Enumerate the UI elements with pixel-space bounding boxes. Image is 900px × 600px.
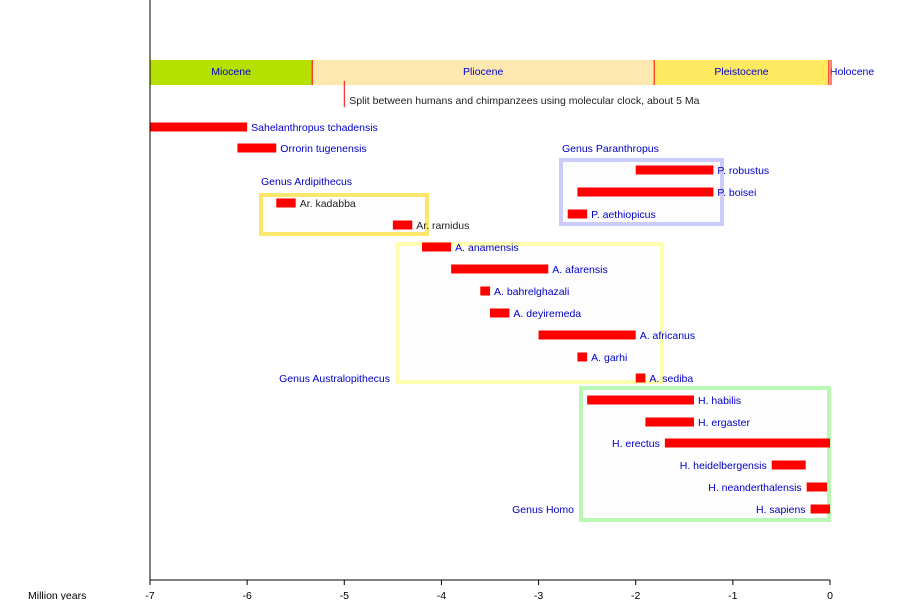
x-axis-title: Million years (28, 590, 86, 600)
species-label: Ar. kadabba (300, 198, 356, 210)
range-bar (645, 417, 694, 427)
species-label: A. anamensis (455, 242, 519, 254)
species-label: Sahelanthropus tchadensis (251, 122, 378, 134)
range-bar (567, 209, 588, 219)
x-tick-label: 0 (827, 590, 833, 600)
group-label: Genus Ardipithecus (261, 176, 352, 188)
range-bar (810, 504, 830, 514)
range-bar (480, 286, 490, 296)
x-tick-label: -1 (728, 590, 737, 600)
epoch-label: Pleistocene (714, 66, 768, 78)
range-bar (422, 242, 452, 252)
range-bar (577, 352, 588, 362)
species-label: H. sapiens (756, 504, 806, 516)
species-label: H. erectus (612, 438, 660, 450)
range-bar (276, 198, 296, 208)
x-tick-label: -2 (631, 590, 640, 600)
epoch-band (828, 60, 830, 85)
range-bar (577, 187, 714, 197)
epoch-label: Pliocene (463, 66, 503, 78)
species-label: A. deyiremeda (513, 308, 581, 320)
species-label: Orrorin tugenensis (280, 143, 366, 155)
range-bar (635, 165, 714, 175)
group-label: Genus Paranthropus (562, 143, 659, 155)
range-bar (490, 308, 510, 318)
species-label: P. aethiopicus (591, 209, 656, 221)
epoch-label: Miocene (211, 66, 251, 78)
species-label: H. ergaster (698, 417, 750, 429)
range-bar (150, 122, 248, 132)
species-label: A. afarensis (552, 264, 607, 276)
range-bar (538, 330, 636, 340)
species-label: A. sediba (649, 373, 693, 385)
species-label: A. bahrelghazali (494, 286, 569, 298)
species-label: H. habilis (698, 395, 741, 407)
species-label: H. heidelbergensis (680, 460, 767, 472)
range-bar (771, 460, 806, 470)
range-bar (806, 482, 828, 492)
species-label: A. garhi (591, 352, 627, 364)
x-tick-label: -5 (340, 590, 349, 600)
species-label: P. robustus (717, 165, 769, 177)
epoch-band (654, 60, 829, 85)
x-tick-label: -3 (534, 590, 543, 600)
species-label: Ar. ramidus (416, 220, 469, 232)
range-bar (587, 395, 694, 405)
group-label: Genus Australopithecus (279, 373, 390, 385)
x-tick-label: -6 (242, 590, 251, 600)
species-label: P. boisei (717, 187, 756, 199)
split-annotation: Split between humans and chimpanzees usi… (349, 95, 699, 107)
group-box (579, 386, 831, 522)
x-tick-label: -4 (437, 590, 446, 600)
epoch-label: Holocene (830, 66, 875, 78)
species-label: H. neanderthalensis (708, 482, 801, 494)
range-bar (392, 220, 413, 230)
range-bar (451, 264, 549, 274)
group-label: Genus Homo (512, 504, 574, 516)
range-bar (664, 438, 830, 448)
epoch-band (150, 60, 313, 85)
x-tick-label: -7 (145, 590, 154, 600)
epoch-band (312, 60, 655, 85)
species-label: A. africanus (640, 330, 695, 342)
range-bar (237, 143, 277, 153)
range-bar (635, 373, 646, 383)
